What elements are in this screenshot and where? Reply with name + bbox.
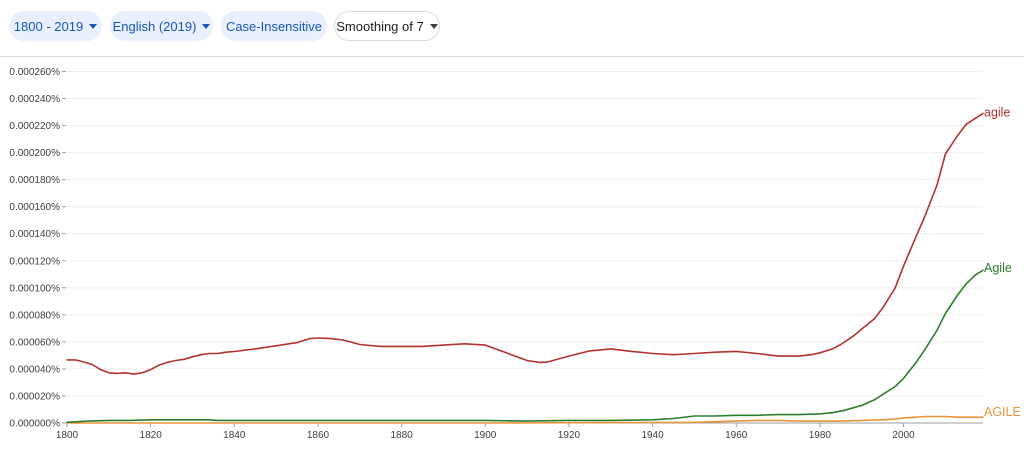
x-tick-label: 1840 [223, 430, 246, 441]
corpus-label: English (2019) [112, 18, 197, 34]
y-tick-label: 0.000240% [9, 94, 60, 105]
x-tick-label: 1980 [809, 430, 832, 441]
y-tick-label: 0.000100% [9, 283, 60, 294]
x-tick-label: 1800 [56, 430, 79, 441]
y-tick-label: 0.000000% [9, 419, 60, 430]
smoothing-label: Smoothing of 7 [336, 18, 424, 34]
x-tick-label: 1820 [140, 430, 163, 441]
series-line-agile[interactable] [66, 269, 984, 424]
y-tick-label: 0.000020% [9, 391, 60, 402]
series-lines [66, 112, 984, 424]
case-insensitive-toggle[interactable]: Case-Insensitive [221, 11, 327, 41]
y-tick-label: 0.000060% [9, 337, 60, 348]
y-tick-label: 0.000180% [9, 175, 60, 186]
x-axis: 1800 1820 1840 1860 1880 1900 1920 1940 1960 1980… [56, 422, 983, 441]
smoothing-dropdown[interactable]: Smoothing of 7 [334, 11, 440, 41]
series-label-agile[interactable]: Agile [984, 261, 1012, 275]
x-tick-label: 1920 [558, 430, 581, 441]
corpus-dropdown[interactable]: English (2019) [110, 11, 213, 41]
x-tick-label: 2000 [892, 430, 915, 441]
x-tick-label: 1860 [307, 430, 330, 441]
y-tick-label: 0.000220% [9, 121, 60, 132]
x-tick-label: 1960 [725, 430, 748, 441]
series-line-agile[interactable] [66, 112, 984, 375]
year-range-dropdown[interactable]: 1800 - 2019 [9, 11, 102, 41]
y-tick-label: 0.000040% [9, 364, 60, 375]
y-tick-label: 0.000080% [9, 310, 60, 321]
toolbar: 1800 - 2019 English (2019) Case-Insensit… [0, 0, 1024, 57]
series-line-agile[interactable] [66, 415, 984, 424]
year-range-label: 1800 - 2019 [13, 18, 84, 34]
case-option-label: Case-Insensitive [225, 18, 323, 34]
grid [67, 71, 983, 397]
y-tick-label: 0.000140% [9, 229, 60, 240]
y-tick-label: 0.000160% [9, 202, 60, 213]
series-label-agile[interactable]: agile [984, 105, 1010, 119]
y-axis: 0.000000% 0.000020% 0.000040% 0.000060% 0.00… [9, 67, 66, 430]
ngram-chart: 0.000000% 0.000020% 0.000040% 0.000060% 0.00… [9, 67, 1021, 441]
y-tick-label: 0.000200% [9, 148, 60, 159]
chevron-down-icon [89, 24, 98, 29]
series-labels: agile Agile AGILE [984, 105, 1021, 419]
x-tick-label: 1880 [390, 430, 413, 441]
series-label-agile[interactable]: AGILE [984, 405, 1021, 419]
chevron-down-icon [429, 24, 438, 29]
x-tick-label: 1900 [474, 430, 497, 441]
x-tick-label: 1940 [641, 430, 664, 441]
y-tick-label: 0.000260% [9, 67, 60, 78]
chevron-down-icon [202, 24, 211, 29]
y-tick-label: 0.000120% [9, 256, 60, 267]
